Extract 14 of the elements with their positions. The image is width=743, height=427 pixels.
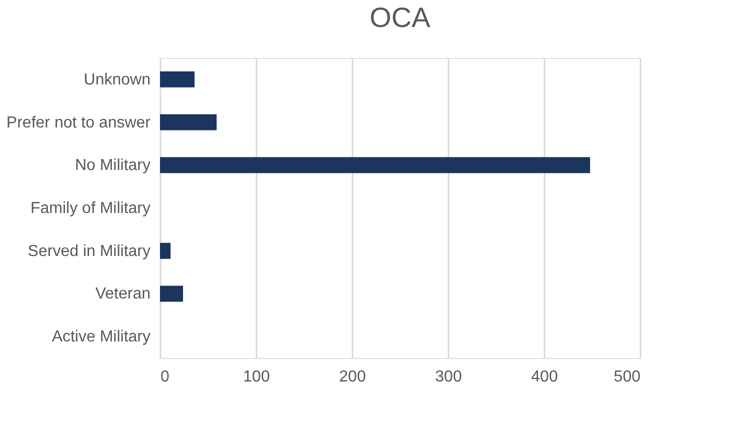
- x-tick-label: 300: [435, 368, 462, 386]
- y-tick-label: No Military: [74, 157, 150, 174]
- x-tick-label: 0: [160, 368, 170, 386]
- x-tick-label: 100: [243, 368, 270, 386]
- x-tick-label: 400: [531, 368, 558, 386]
- y-tick-label: Family of Military: [30, 200, 150, 217]
- y-tick-label: Active Military: [52, 328, 150, 346]
- x-tick-label: 500: [614, 368, 641, 386]
- y-tick-label: Prefer not to answer: [6, 114, 152, 132]
- y-tick-label: Veteran: [95, 286, 150, 303]
- y-tick-label: Served in Military: [28, 242, 150, 260]
- y-tick-label: Unknown: [84, 71, 150, 88]
- chart-title: OCA: [370, 2, 431, 33]
- x-tick-label: 200: [339, 368, 366, 386]
